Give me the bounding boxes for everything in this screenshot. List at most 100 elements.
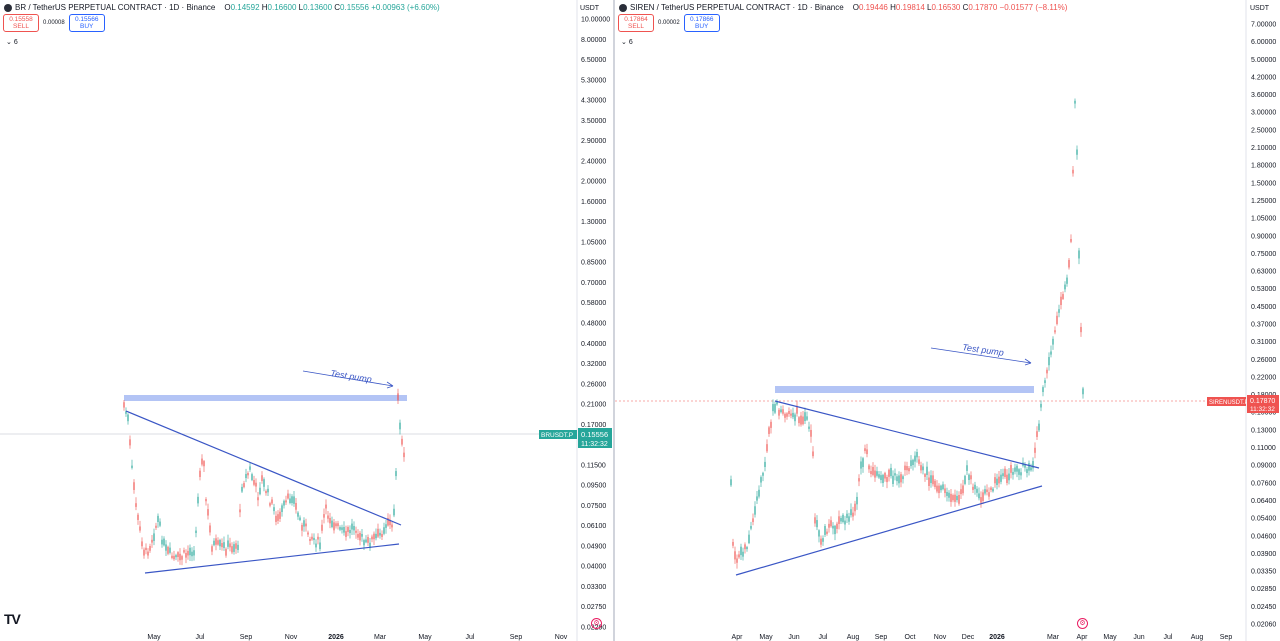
annotation-arrow[interactable] [930, 347, 1032, 364]
descending-trendline[interactable] [774, 400, 1040, 469]
candle-body [1016, 465, 1018, 472]
ascending-trendline[interactable] [144, 543, 400, 574]
candle-body [884, 472, 886, 479]
candle-body [984, 489, 986, 494]
candle-body [151, 539, 153, 543]
candle-body [754, 506, 756, 515]
tradingview-logo-icon[interactable]: TV [4, 611, 21, 627]
resistance-zone[interactable] [124, 395, 407, 401]
candle-body [1054, 330, 1056, 333]
candle-body [778, 409, 780, 416]
symbol-title[interactable]: BR / TetherUS PERPETUAL CONTRACT · 1D · … [15, 3, 216, 12]
candle-body [247, 472, 249, 476]
price-tick-label: 0.40000 [581, 341, 606, 348]
ascending-trendline[interactable] [735, 485, 1043, 576]
candle-body [954, 494, 956, 502]
candle-body [904, 465, 906, 471]
candle-body [305, 523, 307, 527]
candle-body [235, 543, 237, 549]
time-tick-label: Apr [1077, 634, 1089, 641]
price-tick-label: 0.05400 [1251, 516, 1276, 523]
time-axis[interactable]: Apr May Jun Jul Aug Sep Oct Nov Dec 2026 Mar Apr May… [732, 634, 1233, 641]
price-tick-label: 0.63000 [1251, 269, 1276, 276]
chart-panel-br[interactable]: BR / TetherUS PERPETUAL CONTRACT · 1D · … [0, 0, 614, 641]
panel-divider[interactable] [613, 0, 615, 641]
resistance-zone[interactable] [775, 386, 1034, 393]
candle-body [169, 547, 171, 553]
price-tick-label: 0.90000 [1251, 233, 1276, 240]
price-chart-br[interactable]: USDT 10.00000 8.00000 6.50000 5.30000 4.3000… [0, 0, 614, 641]
price-chart-siren[interactable]: USDT 7.00000 6.00000 5.00000 4.20000 3.60000… [615, 0, 1280, 641]
price-axis[interactable]: 10.00000 8.00000 6.50000 5.30000 4.30000 3.50… [581, 17, 610, 632]
sell-button[interactable]: 0.17864 SELL [618, 14, 654, 32]
annotation-label[interactable]: Test pump [330, 368, 373, 384]
candle-body [1042, 387, 1044, 393]
candle-body [1046, 369, 1048, 374]
candle-body [944, 488, 946, 494]
candle-body [1004, 468, 1006, 477]
candle-body [191, 551, 193, 557]
symbol-title[interactable]: SIREN / TetherUS PERPETUAL CONTRACT · 1D… [630, 3, 844, 12]
candle-body [936, 485, 938, 492]
candle-body [241, 486, 243, 492]
time-tick-label: Jun [788, 634, 799, 641]
price-tick-label: 2.40000 [581, 158, 606, 165]
candle-body [1006, 474, 1008, 483]
annotation-arrow[interactable] [302, 370, 394, 387]
candle-body [986, 489, 988, 492]
indicators-collapse-toggle[interactable]: ⌄ 6 [621, 39, 633, 46]
candle-body [345, 531, 347, 537]
candle-body [762, 472, 764, 476]
candle-body [125, 411, 127, 414]
price-tick-label: 0.04900 [581, 543, 606, 550]
candle-body [319, 542, 321, 550]
buy-button[interactable]: 0.15566 BUY [68, 14, 105, 32]
candle-body [820, 538, 822, 545]
candle-body [852, 512, 854, 517]
last-price-badge: SIRENUSDT.P 0.17870 11:32:32 [1207, 395, 1279, 413]
candle-body [840, 517, 842, 522]
candle-body [397, 393, 399, 401]
price-axis[interactable]: 7.00000 6.00000 5.00000 4.20000 3.60000 3.000… [1251, 22, 1276, 629]
candle-body [750, 526, 752, 529]
indicators-collapse-toggle[interactable]: ⌄ 6 [6, 39, 18, 46]
chart-panel-siren[interactable]: SIREN / TetherUS PERPETUAL CONTRACT · 1D… [615, 0, 1280, 641]
candle-body [830, 520, 832, 527]
candle-body [285, 500, 287, 503]
price-tick-label: 0.13000 [1251, 427, 1276, 434]
candle-body [864, 448, 866, 452]
last-price-label: 0.15556 [581, 430, 608, 439]
descending-trendline[interactable] [125, 410, 402, 526]
candle-body [890, 467, 892, 477]
buy-button[interactable]: 0.17866 BUY [683, 14, 720, 32]
candle-body [968, 474, 970, 480]
candle-body [826, 531, 828, 534]
candle-body [213, 540, 215, 546]
time-axis[interactable]: May Jul Sep Nov 2026 Mar May Jul Sep Nov [147, 634, 567, 641]
settings-gear-icon[interactable]: ⚙ [591, 618, 602, 629]
candle-body [780, 409, 782, 413]
trade-buttons: 0.15558 SELL 0.00008 0.15566 BUY [3, 14, 105, 32]
price-tick-label: 0.03900 [1251, 551, 1276, 558]
candle-body [894, 473, 896, 476]
price-tick-label: 0.03300 [581, 584, 606, 591]
currency-label: USDT [1250, 5, 1270, 12]
candle-body [860, 461, 862, 469]
candle-body [337, 523, 339, 527]
sell-button[interactable]: 0.15558 SELL [3, 14, 39, 32]
candle-body [950, 493, 952, 502]
candle-body [960, 489, 962, 495]
candle-body [802, 416, 804, 425]
candle-body [1040, 403, 1042, 408]
candle-body [139, 526, 141, 531]
price-tick-label: 0.32000 [581, 361, 606, 368]
settings-gear-icon[interactable]: ⚙ [1077, 618, 1088, 629]
arrow-head-icon [386, 381, 394, 389]
candle-body [299, 517, 301, 521]
candle-body [748, 534, 750, 544]
candle-body [812, 451, 814, 457]
price-tick-label: 0.06100 [581, 523, 606, 530]
candle-body [776, 401, 778, 405]
price-tick-label: 0.03350 [1251, 569, 1276, 576]
candle-body [914, 455, 916, 462]
